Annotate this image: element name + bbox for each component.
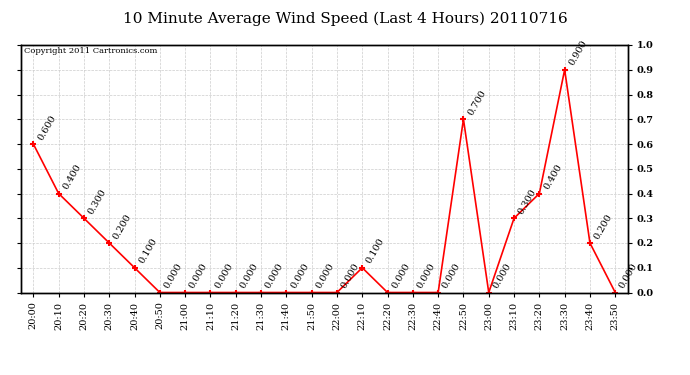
Text: 0.000: 0.000 (162, 262, 184, 290)
Text: 0.000: 0.000 (339, 262, 361, 290)
Text: 0.700: 0.700 (466, 88, 488, 117)
Text: 0.300: 0.300 (86, 187, 108, 216)
Text: 0.900: 0.900 (567, 39, 589, 67)
Text: 0.000: 0.000 (415, 262, 437, 290)
Text: 0.000: 0.000 (264, 262, 285, 290)
Text: 0.000: 0.000 (238, 262, 260, 290)
Text: 0.100: 0.100 (137, 237, 159, 265)
Text: 0.000: 0.000 (213, 262, 235, 290)
Text: 0.200: 0.200 (593, 212, 614, 240)
Text: 10 Minute Average Wind Speed (Last 4 Hours) 20110716: 10 Minute Average Wind Speed (Last 4 Hou… (123, 11, 567, 26)
Text: 0.200: 0.200 (112, 212, 133, 240)
Text: 0.400: 0.400 (542, 162, 564, 191)
Text: 0.300: 0.300 (517, 187, 538, 216)
Text: 0.000: 0.000 (491, 262, 513, 290)
Text: 0.000: 0.000 (390, 262, 412, 290)
Text: 0.000: 0.000 (618, 262, 640, 290)
Text: 0.000: 0.000 (314, 262, 336, 290)
Text: 0.600: 0.600 (36, 113, 57, 141)
Text: 0.000: 0.000 (188, 262, 209, 290)
Text: 0.400: 0.400 (61, 162, 83, 191)
Text: 0.000: 0.000 (441, 262, 462, 290)
Text: 0.100: 0.100 (365, 237, 386, 265)
Text: 0.000: 0.000 (289, 262, 311, 290)
Text: Copyright 2011 Cartronics.com: Copyright 2011 Cartronics.com (23, 48, 157, 56)
